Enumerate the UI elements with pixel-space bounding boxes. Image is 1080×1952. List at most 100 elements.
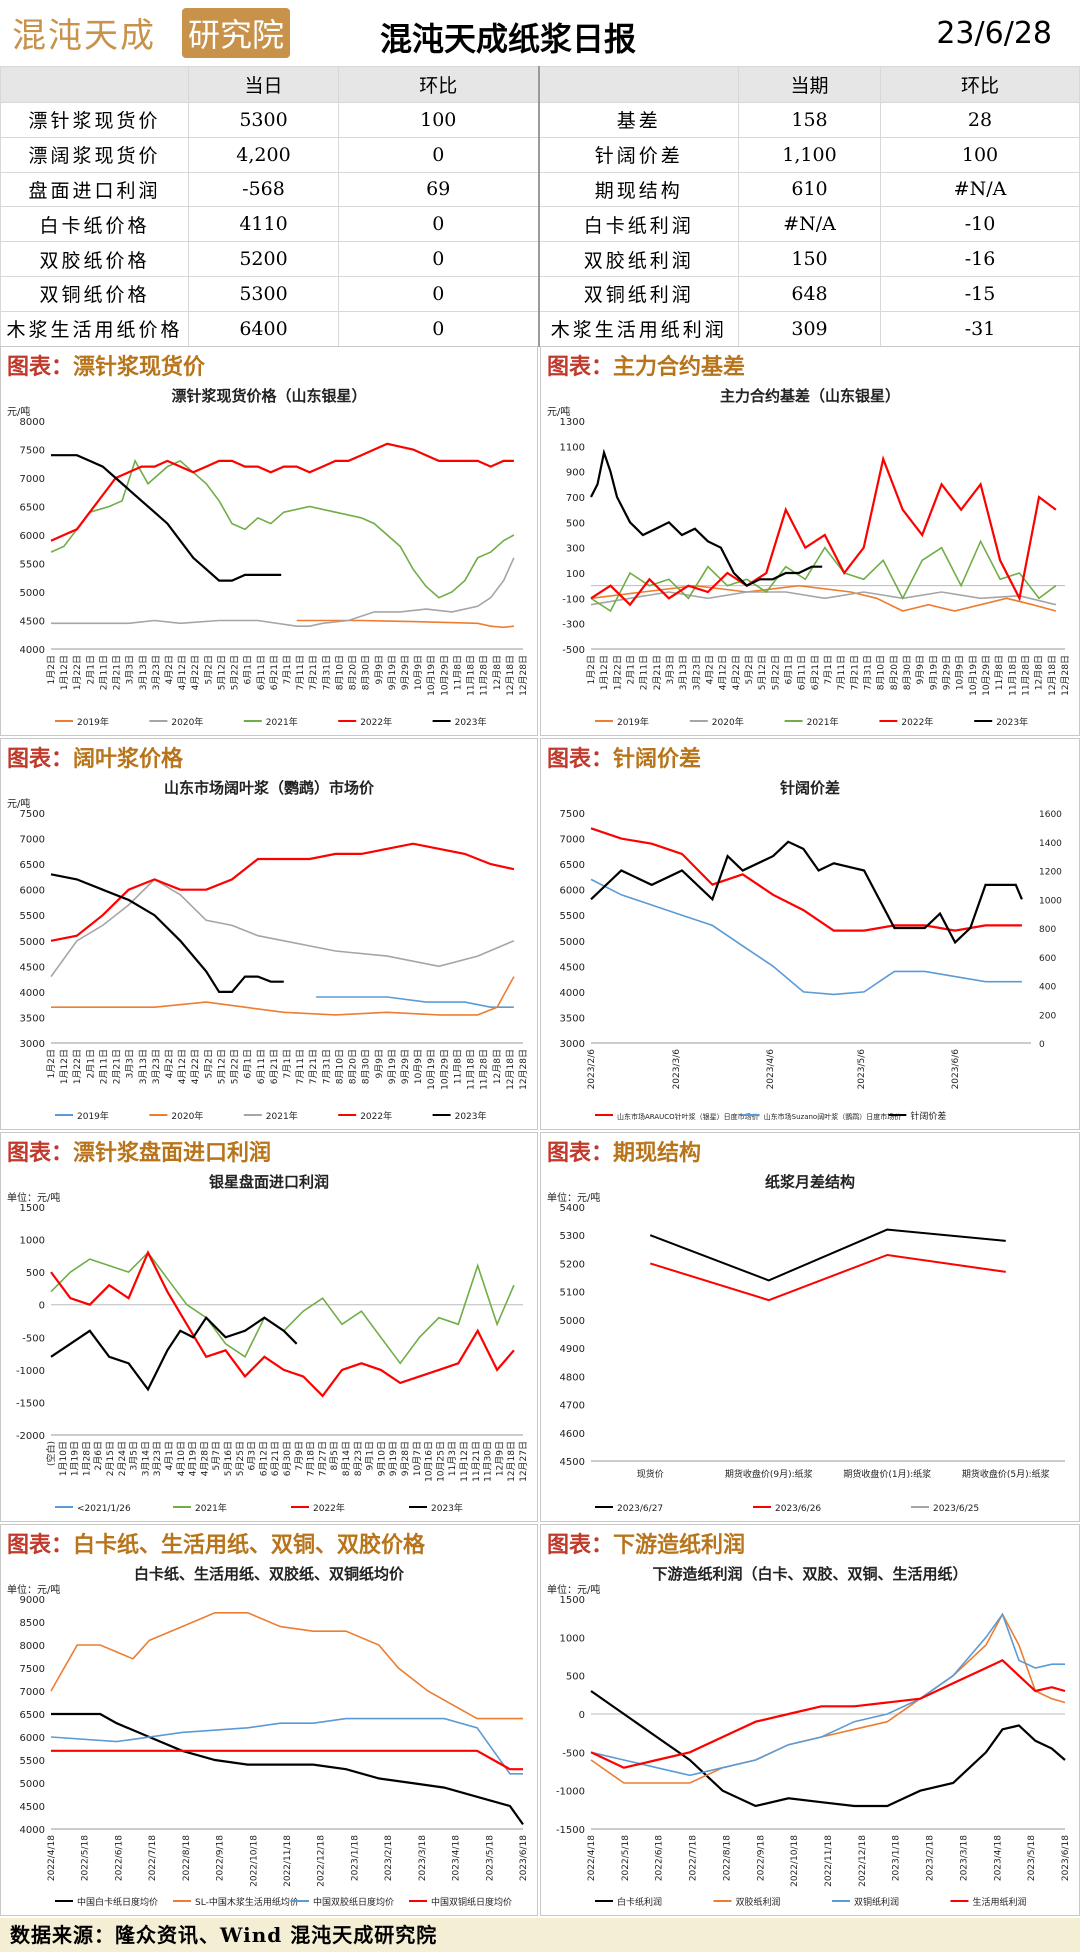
- x-tick-label: 9月9日: [374, 1049, 385, 1078]
- legend-label: 2023年: [431, 1502, 463, 1514]
- x-tick-label: 2022/9/18: [756, 1835, 766, 1881]
- y-tick-label: 4700: [560, 1401, 585, 1412]
- x-tick-label: 7月1日: [282, 655, 293, 684]
- x-tick-label: 1月19日: [70, 1441, 81, 1476]
- x-tick-label: 12月8日: [492, 655, 503, 690]
- x-tick-label: 6月12日: [258, 1441, 269, 1476]
- x-tick-label: 6月21日: [269, 655, 280, 690]
- section-name: 下游造纸利润: [613, 1532, 746, 1558]
- kpi-value: 0: [338, 310, 539, 347]
- kpi-label: 双铜纸利润: [537, 275, 739, 312]
- chart-panel-6: 图表：期现结构 纸浆月差结构 单位：元/吨 4500 4600 4700 4800 4900…: [540, 1132, 1080, 1522]
- legend-label: 白卡纸利润: [617, 1896, 662, 1908]
- kpi-value: 5300: [188, 275, 339, 312]
- chart-title: 漂针浆现货价格（山东银星）: [171, 387, 366, 405]
- x-tick-label: 6月1日: [243, 1049, 254, 1078]
- legend-label: 2019年: [77, 716, 109, 728]
- x-tick-label: 2023/5/18: [1027, 1835, 1037, 1881]
- legend-label: 2023/6/27: [617, 1504, 663, 1514]
- section-name: 主力合约基差: [613, 354, 746, 380]
- x-tick-label: 10月9日: [413, 655, 424, 690]
- y-tick-label: 7000: [560, 835, 585, 846]
- x-tick-label: 2023/3/18: [418, 1835, 428, 1881]
- section-name: 白卡纸、生活用纸、双铜、双胶价格: [73, 1532, 426, 1558]
- y-tick-label: 6000: [560, 886, 585, 897]
- section-title: 图表：期现结构: [547, 1135, 701, 1167]
- kpi-value: -15: [880, 275, 1080, 312]
- x-tick-label: 3月13日: [678, 655, 689, 690]
- x-tick-label: 10月29日: [439, 1049, 450, 1090]
- kpi-header-cell: 环比: [880, 66, 1080, 103]
- kpi-label: 白卡纸价格: [0, 206, 189, 243]
- x-tick-label: 3月3日: [125, 655, 136, 684]
- x-tick-label: 2023/4/6: [766, 1049, 776, 1090]
- x-tick-label: 5月12日: [216, 655, 227, 690]
- x-tick-label: 11月3日: [447, 1441, 458, 1476]
- chart-title: 山东市场阔叶浆（鹦鹉）市场价: [164, 779, 375, 797]
- x-tick-label: 2023/4/18: [452, 1835, 462, 1881]
- axis-unit: 元/吨: [7, 797, 30, 810]
- series-line: [50, 1611, 523, 1720]
- y-tick-label: 500: [566, 1672, 585, 1683]
- x-tick-label: 9月29日: [400, 655, 411, 690]
- x-tick-label: 3月23日: [152, 1441, 163, 1476]
- kpi-row: 白卡纸价格 4110 0 白卡纸利润 #N/A -10: [0, 206, 1080, 243]
- y-tick-label: 4500: [20, 617, 45, 628]
- footer-source: 数据来源：隆众资讯、Wind 混沌天成研究院: [0, 1918, 1080, 1952]
- x-tick-label: 1月12日: [599, 655, 610, 690]
- x-tick-label: 2023/2/6: [587, 1049, 597, 1090]
- x-tick-label: 1月28日: [81, 1441, 92, 1476]
- series-line: [590, 1612, 1066, 1784]
- x-tick-label: 7月21日: [849, 655, 860, 690]
- chart-paper-profit: 下游造纸利润（白卡、双胶、双铜、生活用纸） 单位：元/吨 -1500 -1000 -50…: [547, 1565, 1071, 1908]
- chart-title: 下游造纸利润（白卡、双胶、双铜、生活用纸）: [652, 1565, 967, 1583]
- logo-badge: 研究院: [182, 8, 291, 58]
- x-tick-label: 11月18日: [1007, 655, 1018, 696]
- x-tick-label: 12月8日: [492, 1049, 503, 1084]
- x-tick-label: 2022/9/18: [216, 1835, 226, 1881]
- x-tick-label: 2023/6/18: [1061, 1835, 1071, 1881]
- x-tick-label: 2022/4/18: [47, 1835, 57, 1881]
- x-tick-label: 2月21日: [652, 655, 663, 690]
- x-tick-label: 5月16日: [223, 1441, 234, 1476]
- x-tick-label: 2月1日: [85, 1049, 96, 1078]
- report-date: 23/6/28: [936, 16, 1052, 51]
- series-line: [51, 454, 282, 582]
- x-tick-label: 2023/1/18: [892, 1835, 902, 1881]
- x-tick-label: 2022/12/18: [317, 1835, 327, 1887]
- series-line: [590, 1612, 1065, 1777]
- y-tick-label: -500: [562, 645, 585, 656]
- x-tick-label: 11月18日: [466, 1049, 477, 1090]
- x-tick-label: 1月2日: [586, 655, 597, 684]
- y-tick-label: 5500: [560, 911, 585, 922]
- x-tick-label: 3月23日: [151, 1049, 162, 1084]
- kpi-row: 双铜纸价格 5300 0 双铜纸利润 648 -15: [0, 275, 1080, 312]
- x-tick-label: 9月9日: [915, 655, 926, 684]
- x-tick-label: 7月18日: [306, 1441, 317, 1476]
- y-tick-label: 5500: [20, 911, 45, 922]
- x-tick-label: 2023/6/6: [951, 1049, 961, 1090]
- x-tick-label: 12月18日: [505, 1049, 516, 1090]
- y-tick-label: 700: [566, 493, 585, 504]
- legend-label: 2021年: [195, 1502, 227, 1514]
- x-tick-label: 8月10日: [334, 655, 345, 690]
- kpi-label: 漂针浆现货价: [0, 102, 189, 138]
- x-tick-label: 6月11日: [256, 655, 267, 690]
- y-tick-label: 4500: [560, 962, 585, 973]
- chart-panel-1: 图表：漂针浆现货价 漂针浆现货价格（山东银星） 元/吨 4000 4500 5000 55…: [0, 346, 538, 736]
- legend-label: 2022年: [360, 1110, 392, 1122]
- page-title: 混沌天成纸浆日报: [380, 20, 637, 58]
- legend-label: 2021年: [266, 1110, 298, 1122]
- x-tick-label: 2022/12/18: [858, 1835, 868, 1887]
- kpi-label: 双胶纸利润: [537, 241, 739, 277]
- x-tick-label: 6月1日: [784, 655, 795, 684]
- x-tick-label: 9月28日: [400, 1441, 411, 1476]
- x-tick-label: 现货价: [637, 1468, 664, 1480]
- x-tick-label: 7月31日: [863, 655, 874, 690]
- x-tick-label: 1月12日: [59, 1049, 70, 1084]
- x-tick-label: 7月11日: [836, 655, 847, 690]
- y-tick-label: -1500: [556, 1825, 585, 1836]
- x-tick-label: 12月18日: [506, 1441, 517, 1482]
- x-tick-label: 3月5日: [129, 1441, 140, 1470]
- kpi-header-cell: 当期: [738, 66, 881, 103]
